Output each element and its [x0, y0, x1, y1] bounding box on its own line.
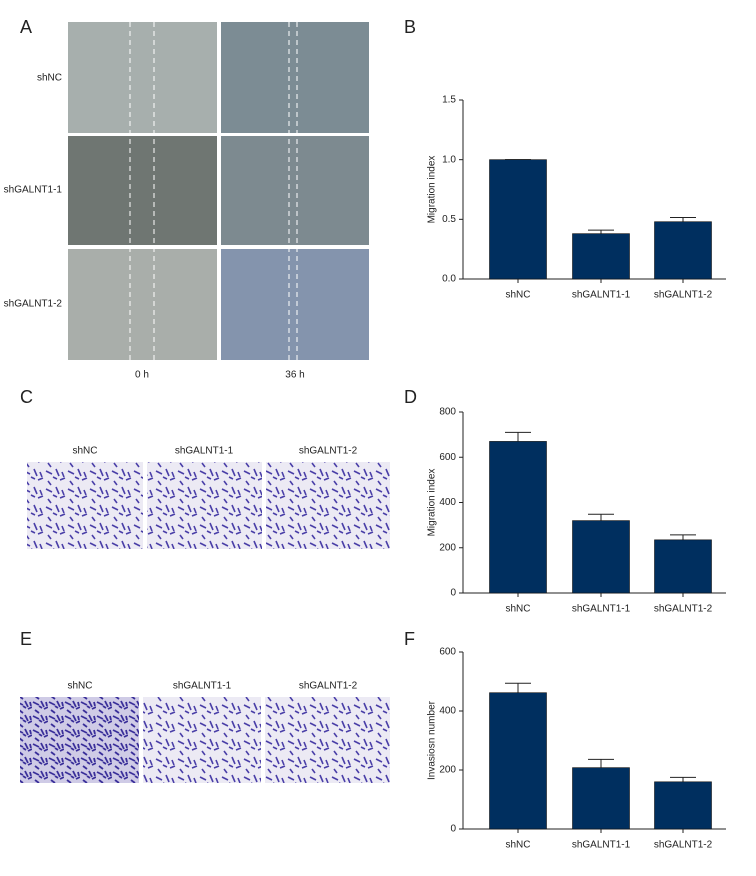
y-axis-label: Migration index — [427, 469, 438, 537]
bar — [572, 520, 630, 594]
column-label: shGALNT1-2 — [299, 681, 358, 692]
y-tick-label: 1.5 — [442, 95, 456, 106]
panel-letter: C — [20, 387, 33, 407]
y-tick-label: 200 — [439, 542, 456, 553]
row-label: shGALNT1-1 — [4, 185, 63, 196]
column-label: shGALNT1-1 — [175, 446, 234, 457]
y-tick-label: 200 — [439, 765, 456, 776]
x-tick-label: shGALNT1-2 — [654, 604, 713, 615]
x-tick-label: shNC — [505, 840, 530, 851]
y-tick-label: 0 — [450, 588, 456, 599]
transwell-images — [20, 462, 390, 783]
x-tick-label: shNC — [505, 604, 530, 615]
x-tick-label: shGALNT1-1 — [572, 840, 631, 851]
row-label: shGALNT1-2 — [4, 299, 63, 310]
y-tick-label: 400 — [439, 706, 456, 717]
panel-letter: D — [404, 387, 417, 407]
bar — [572, 233, 630, 280]
x-tick-label: shGALNT1-2 — [654, 290, 713, 301]
y-tick-label: 0.0 — [442, 274, 456, 285]
y-tick-label: 1.0 — [442, 154, 456, 165]
y-axis-label: Migration index — [427, 156, 438, 224]
bar — [489, 159, 547, 280]
column-label: shGALNT1-1 — [173, 681, 232, 692]
y-tick-label: 0.5 — [442, 214, 456, 225]
bar — [489, 441, 547, 594]
bar — [654, 781, 712, 830]
column-label: shNC — [72, 446, 97, 457]
column-label: 0 h — [135, 370, 149, 381]
y-axis-label: Invasiosn number — [427, 700, 438, 780]
scratch-images — [68, 22, 369, 360]
bar — [654, 539, 712, 594]
x-tick-label: shGALNT1-1 — [572, 604, 631, 615]
y-tick-label: 800 — [439, 407, 456, 418]
column-label: shNC — [67, 681, 92, 692]
x-tick-label: shGALNT1-1 — [572, 290, 631, 301]
y-tick-label: 0 — [450, 824, 456, 835]
panel-letter: B — [404, 17, 416, 37]
bar — [572, 767, 630, 830]
bar — [654, 221, 712, 280]
column-label: 36 h — [285, 370, 304, 381]
y-tick-label: 400 — [439, 497, 456, 508]
x-tick-label: shGALNT1-2 — [654, 840, 713, 851]
bar — [489, 692, 547, 830]
column-label: shGALNT1-2 — [299, 446, 358, 457]
y-tick-label: 600 — [439, 452, 456, 463]
row-label: shNC — [37, 73, 62, 84]
x-tick-label: shNC — [505, 290, 530, 301]
panel-letter: A — [20, 17, 32, 37]
y-tick-label: 600 — [439, 647, 456, 658]
panel-letter: E — [20, 629, 32, 649]
panel-letter: F — [404, 629, 415, 649]
